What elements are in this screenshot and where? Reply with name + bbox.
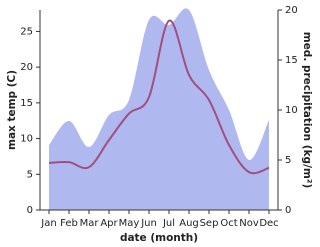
y-tick-label: 10 (20, 134, 33, 145)
y2-axis-label: med. precipitation (kg/m²) (301, 32, 313, 189)
y-tick-label: 25 (20, 26, 33, 37)
x-tick-label: Feb (60, 218, 78, 229)
y-axis-label: max temp (C) (6, 70, 18, 150)
y2-tick-label: 5 (285, 155, 291, 166)
x-tick-label: Sep (200, 218, 219, 229)
plot-area (48, 8, 270, 211)
y2-tick-label: 10 (285, 105, 298, 116)
x-tick-label: Nov (239, 218, 259, 229)
precipitation-area (49, 8, 269, 211)
y-tick-label: 0 (27, 205, 33, 216)
y2-tick-label: 0 (285, 205, 291, 216)
y2-tick-label: 20 (285, 5, 298, 16)
x-tick-label: Oct (220, 218, 237, 229)
x-tick-label: Dec (259, 218, 278, 229)
x-tick-label: Aug (179, 218, 199, 229)
x-tick-label: Mar (80, 218, 100, 229)
x-tick-label: May (119, 218, 140, 229)
y-tick-label: 20 (20, 62, 33, 73)
x-tick-label: Jul (162, 218, 175, 229)
x-tick-label: Apr (100, 218, 118, 229)
x-tick-label: Jun (140, 218, 157, 229)
y-tick-label: 15 (20, 98, 33, 109)
temperature-line (48, 19, 270, 175)
y2-tick-label: 15 (285, 55, 298, 66)
x-tick-label: Jan (40, 218, 56, 229)
x-axis-label: date (month) (120, 232, 198, 244)
y-tick-label: 5 (27, 169, 33, 180)
